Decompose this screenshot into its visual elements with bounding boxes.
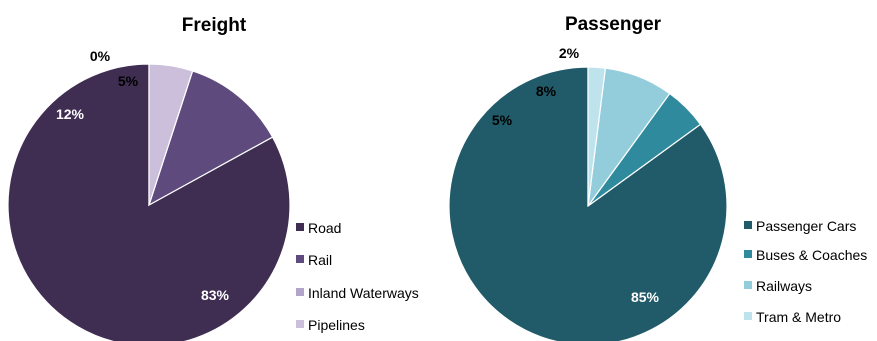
freight-legend-swatch-pipelines [296,320,304,328]
freight-slice-rail [147,70,274,207]
freight-legend-item-road: Road [296,220,341,236]
passenger-pie: 85% 5% 8% 2% Passenger Cars Buses & Coaches Ra… [448,45,867,341]
freight-legend-item-rail: Rail [296,252,332,268]
passenger-legend-swatch-tram-and-metro [744,312,752,320]
passenger-legend-item-railways: Railways [744,278,812,294]
passenger-legend-label-passenger-cars: Passenger Cars [756,218,856,234]
freight-slice-pipelines [148,63,194,206]
freight-legend-swatch-rail [296,255,304,263]
passenger-legend-item-passenger-cars: Passenger Cars [744,218,856,234]
freight-legend-swatch-inland-waterways [296,288,304,296]
passenger-legend-label-buses-and-coaches: Buses & Coaches [756,247,867,263]
passenger-legend-swatch-railways [744,281,752,289]
freight-data-label-road: 83% [201,287,230,303]
freight-legend-item-pipelines: Pipelines [296,317,365,333]
freight-pie: 83% 12% 0% 5% Road Rail Inland Waterways Pipeli… [7,48,419,341]
freight-data-label-rail: 12% [56,106,85,122]
passenger-data-label-passenger-cars: 85% [631,289,660,305]
passenger-legend-item-tram-and-metro: Tram & Metro [744,309,841,325]
passenger-legend-item-buses-and-coaches: Buses & Coaches [744,247,867,263]
freight-data-label-pipelines: 5% [118,73,139,89]
passenger-slice-tram-and-metro [587,66,607,207]
freight-data-label-inland-waterways: 0% [90,48,111,64]
passenger-data-label-buses-and-coaches: 5% [492,112,513,128]
freight-legend-swatch-road [296,223,304,231]
passenger-legend-swatch-buses-and-coaches [744,250,752,258]
passenger-legend-label-tram-and-metro: Tram & Metro [756,309,841,325]
passenger-legend-label-railways: Railways [756,278,812,294]
freight-slice-road [7,63,291,341]
freight-legend-label-road: Road [308,220,341,236]
freight-legend-item-inland-waterways: Inland Waterways [296,285,419,301]
freight-chart-title: Freight [182,15,247,36]
freight-legend-label-pipelines: Pipelines [308,317,365,333]
passenger-legend-swatch-passenger-cars [744,221,752,229]
passenger-slice-passenger-cars [448,66,728,341]
passenger-data-label-tram-and-metro: 2% [559,45,580,61]
freight-legend-label-inland-waterways: Inland Waterways [308,285,419,301]
passenger-data-label-railways: 8% [536,83,557,99]
passenger-chart-title: Passenger [565,14,662,35]
freight-legend-label-rail: Rail [308,252,332,268]
